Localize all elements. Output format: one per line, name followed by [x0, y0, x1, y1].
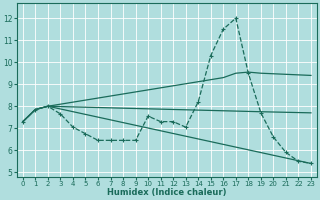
X-axis label: Humidex (Indice chaleur): Humidex (Indice chaleur) [107, 188, 227, 197]
